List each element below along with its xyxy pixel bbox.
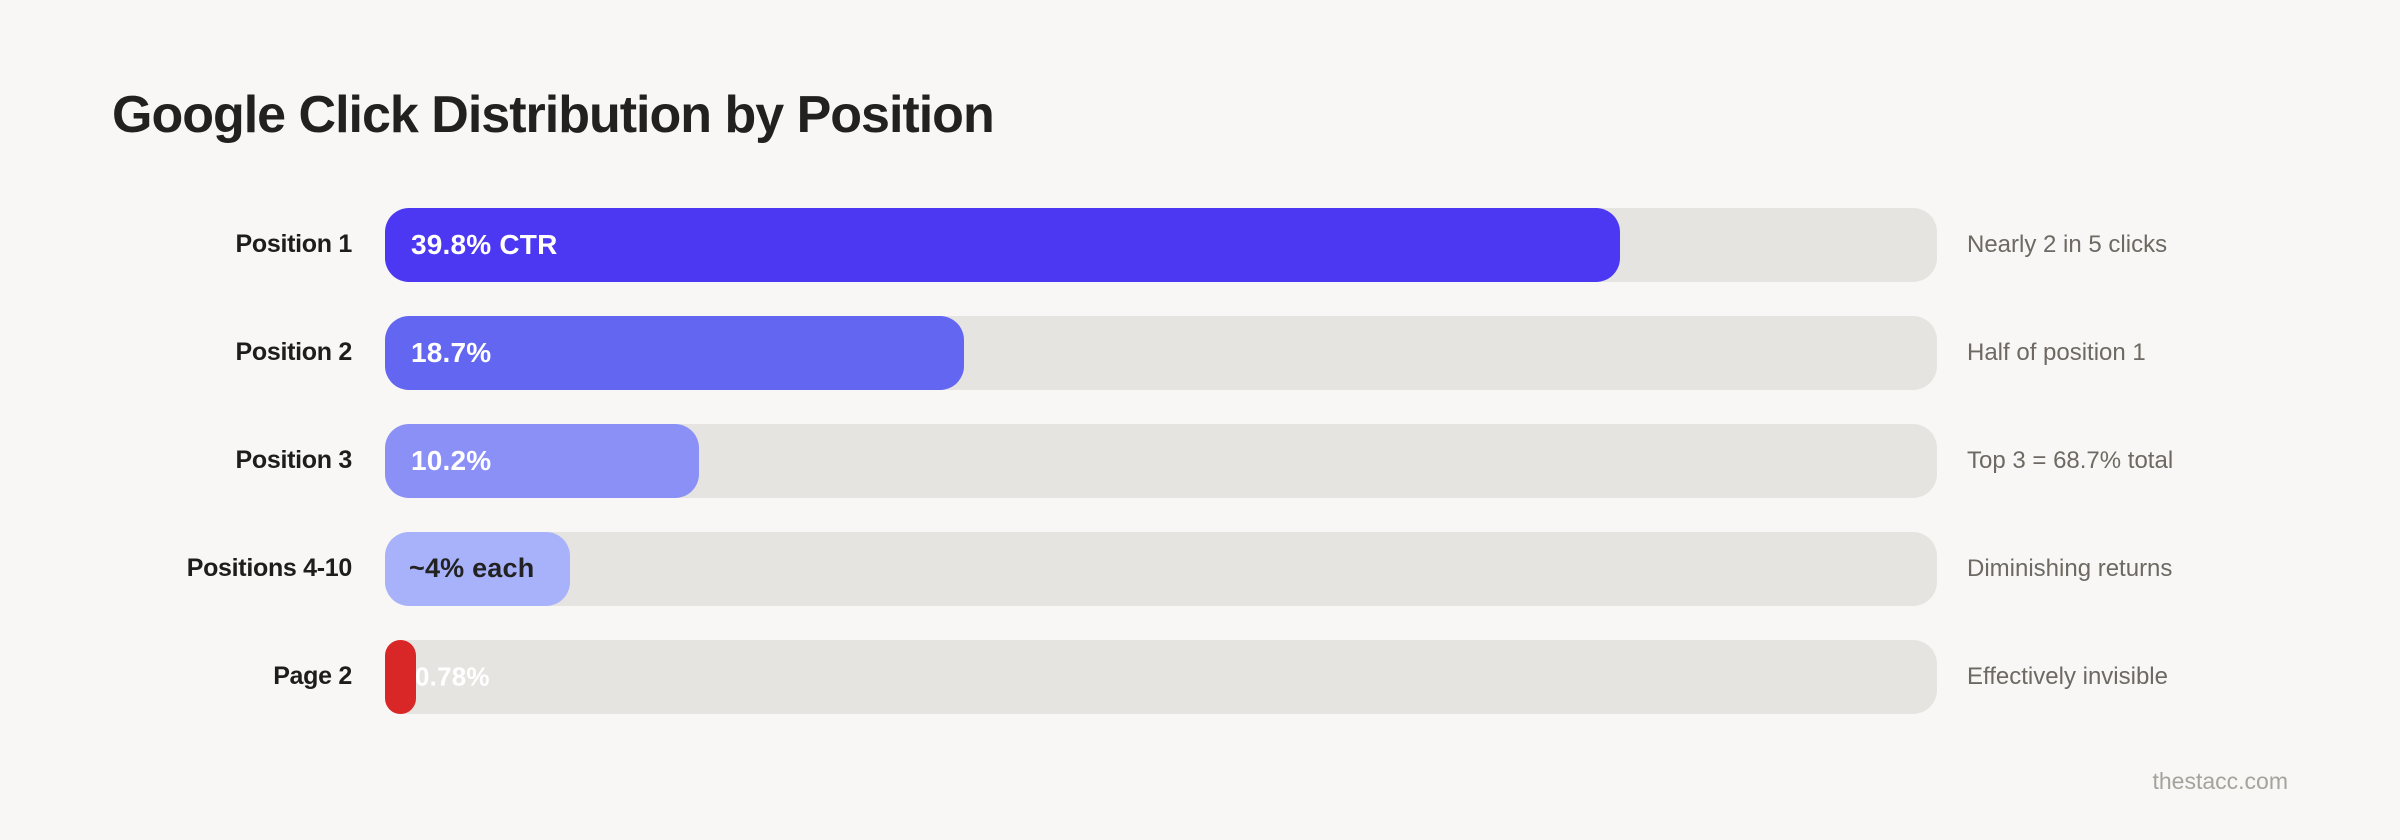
bar-fill: 39.8% CTR bbox=[385, 207, 1621, 282]
chart-row-position-3: Position 3 10.2% Top 3 = 68.7% total bbox=[112, 423, 2288, 498]
bar-fill: ~4% each bbox=[385, 531, 570, 606]
category-label: Positions 4-10 bbox=[186, 554, 353, 583]
category-label: Position 1 bbox=[235, 230, 353, 259]
category-label: Position 2 bbox=[235, 338, 353, 367]
bar-chart: Position 1 39.8% CTR Nearly 2 in 5 click… bbox=[112, 207, 2288, 714]
chart-row-positions-4-10: Positions 4-10 ~4% each Diminishing retu… bbox=[112, 531, 2288, 606]
bar-value-label: 10.2% bbox=[411, 444, 492, 476]
bar-value-label: 18.7% bbox=[411, 336, 492, 368]
bar-track: 0.78% bbox=[385, 639, 1937, 714]
row-annotation: Half of position 1 bbox=[1967, 338, 2146, 366]
category-label: Position 3 bbox=[235, 446, 353, 475]
bar-value-label: 39.8% CTR bbox=[411, 228, 558, 260]
bar-track: 10.2% bbox=[385, 423, 1937, 498]
bar-track: ~4% each bbox=[385, 531, 1937, 606]
row-annotation: Effectively invisible bbox=[1967, 662, 2168, 690]
bar-fill: 10.2% bbox=[385, 423, 699, 498]
row-annotation: Nearly 2 in 5 clicks bbox=[1967, 230, 2168, 258]
bar-value-label: ~4% each bbox=[409, 553, 535, 584]
infographic-container: Google Click Distribution by Position Po… bbox=[112, 0, 2288, 748]
bar-fill: 18.7% bbox=[385, 315, 964, 390]
chart-row-page-2: Page 2 0.78% Effectively invisible bbox=[112, 639, 2288, 714]
bar-track: 18.7% bbox=[385, 315, 1937, 390]
row-annotation: Diminishing returns bbox=[1967, 554, 2173, 582]
bar-track: 39.8% CTR bbox=[385, 207, 1937, 282]
bar-value-label: 0.78% bbox=[415, 661, 490, 692]
chart-row-position-1: Position 1 39.8% CTR Nearly 2 in 5 click… bbox=[112, 207, 2288, 282]
source-credit: thestacc.com bbox=[2152, 768, 2289, 794]
category-label: Page 2 bbox=[273, 662, 352, 691]
row-annotation: Top 3 = 68.7% total bbox=[1967, 446, 2174, 474]
chart-row-position-2: Position 2 18.7% Half of position 1 bbox=[112, 315, 2288, 390]
page-title: Google Click Distribution by Position bbox=[112, 86, 995, 144]
bar-fill bbox=[385, 639, 417, 714]
